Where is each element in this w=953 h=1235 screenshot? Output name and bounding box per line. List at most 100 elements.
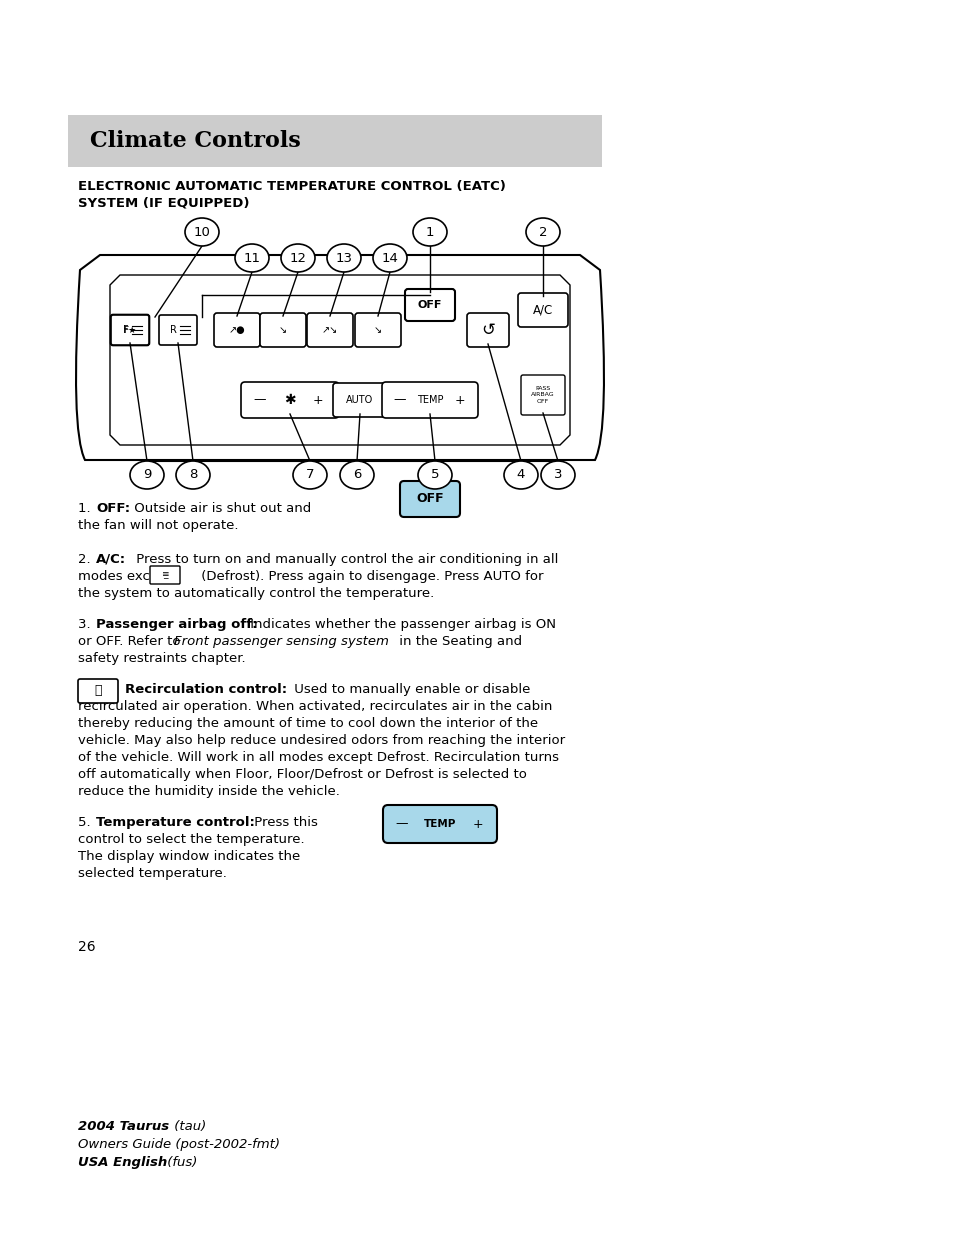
FancyBboxPatch shape [382, 805, 497, 844]
PathPatch shape [76, 254, 603, 459]
Text: Owners Guide (post-2002-fmt): Owners Guide (post-2002-fmt) [78, 1137, 280, 1151]
Text: (tau): (tau) [170, 1120, 206, 1132]
FancyBboxPatch shape [405, 289, 455, 321]
Ellipse shape [293, 461, 327, 489]
Text: in the Seating and: in the Seating and [395, 635, 521, 648]
Ellipse shape [413, 219, 447, 246]
Text: OFF:: OFF: [96, 501, 130, 515]
Text: ↘: ↘ [374, 325, 381, 335]
Text: Recirculation control:: Recirculation control: [125, 683, 287, 697]
Text: ➰: ➰ [94, 684, 102, 698]
Text: +: + [455, 394, 465, 406]
Text: Outside air is shut out and: Outside air is shut out and [130, 501, 311, 515]
Ellipse shape [503, 461, 537, 489]
Text: Climate Controls: Climate Controls [90, 130, 300, 152]
Text: 1: 1 [425, 226, 434, 238]
FancyBboxPatch shape [111, 315, 149, 345]
Ellipse shape [417, 461, 452, 489]
Text: A/C:: A/C: [96, 553, 126, 566]
Text: TEMP: TEMP [416, 395, 443, 405]
Text: 1.: 1. [78, 501, 94, 515]
Text: ≡̲: ≡̲ [161, 571, 169, 579]
Text: The display window indicates the: The display window indicates the [78, 850, 300, 863]
Text: recirculated air operation. When activated, recirculates air in the cabin: recirculated air operation. When activat… [78, 700, 552, 713]
Text: ↗↘: ↗↘ [321, 325, 337, 335]
Text: the fan will not operate.: the fan will not operate. [78, 519, 238, 532]
FancyBboxPatch shape [78, 679, 118, 703]
Text: TEMP: TEMP [423, 819, 456, 829]
Text: ↘: ↘ [278, 325, 287, 335]
Text: ELECTRONIC AUTOMATIC TEMPERATURE CONTROL (EATC): ELECTRONIC AUTOMATIC TEMPERATURE CONTROL… [78, 180, 505, 193]
Text: 26: 26 [78, 940, 95, 953]
Text: vehicle. May also help reduce undesired odors from reaching the interior: vehicle. May also help reduce undesired … [78, 734, 564, 747]
FancyBboxPatch shape [111, 315, 150, 346]
Text: Press to turn on and manually control the air conditioning in all: Press to turn on and manually control th… [132, 553, 558, 566]
Ellipse shape [339, 461, 374, 489]
Ellipse shape [327, 245, 360, 272]
Ellipse shape [281, 245, 314, 272]
Text: 3.: 3. [78, 618, 94, 631]
Text: 5.: 5. [78, 816, 94, 829]
Text: the system to automatically control the temperature.: the system to automatically control the … [78, 587, 434, 600]
Text: (Defrost). Press again to disengage. Press AUTO for: (Defrost). Press again to disengage. Pre… [196, 571, 543, 583]
Text: Used to manually enable or disable: Used to manually enable or disable [290, 683, 530, 697]
Text: off automatically when Floor, Floor/Defrost or Defrost is selected to: off automatically when Floor, Floor/Defr… [78, 768, 526, 781]
Text: Front passenger sensing system: Front passenger sensing system [173, 635, 389, 648]
Text: Passenger airbag off:: Passenger airbag off: [96, 618, 257, 631]
Text: Press this: Press this [250, 816, 317, 829]
Text: 10: 10 [193, 226, 211, 238]
Ellipse shape [373, 245, 407, 272]
Text: R: R [170, 325, 176, 335]
Ellipse shape [175, 461, 210, 489]
Text: 5: 5 [431, 468, 438, 482]
Text: +: + [313, 394, 323, 406]
FancyBboxPatch shape [159, 315, 196, 345]
FancyBboxPatch shape [241, 382, 338, 417]
Text: ✱: ✱ [284, 393, 295, 408]
FancyBboxPatch shape [467, 312, 509, 347]
Text: F: F [123, 325, 129, 335]
Text: 12: 12 [289, 252, 306, 264]
Text: Temperature control:: Temperature control: [96, 816, 254, 829]
Text: AUTO: AUTO [346, 395, 374, 405]
FancyBboxPatch shape [68, 115, 601, 167]
FancyBboxPatch shape [213, 312, 260, 347]
Text: reduce the humidity inside the vehicle.: reduce the humidity inside the vehicle. [78, 785, 339, 798]
Text: 6: 6 [353, 468, 361, 482]
Text: 2004 Taurus: 2004 Taurus [78, 1120, 169, 1132]
FancyBboxPatch shape [150, 566, 180, 584]
Text: ↺: ↺ [480, 321, 495, 338]
Text: thereby reducing the amount of time to cool down the interior of the: thereby reducing the amount of time to c… [78, 718, 537, 730]
Ellipse shape [525, 219, 559, 246]
FancyBboxPatch shape [520, 375, 564, 415]
Text: safety restraints chapter.: safety restraints chapter. [78, 652, 245, 664]
Text: 2.: 2. [78, 553, 94, 566]
Text: 14: 14 [381, 252, 398, 264]
Text: SYSTEM (IF EQUIPPED): SYSTEM (IF EQUIPPED) [78, 198, 250, 210]
FancyBboxPatch shape [517, 293, 567, 327]
Text: control to select the temperature.: control to select the temperature. [78, 832, 304, 846]
Text: —: — [253, 394, 266, 406]
FancyBboxPatch shape [260, 312, 306, 347]
Text: USA English: USA English [78, 1156, 167, 1170]
Text: 8: 8 [189, 468, 197, 482]
Text: OFF: OFF [417, 300, 442, 310]
Text: F★: F★ [123, 326, 136, 335]
Text: A/C: A/C [533, 304, 553, 316]
Text: modes except: modes except [78, 571, 172, 583]
Text: ↗●: ↗● [229, 325, 245, 335]
FancyBboxPatch shape [399, 480, 459, 517]
Ellipse shape [130, 461, 164, 489]
Text: 4.: 4. [78, 683, 94, 697]
Text: 9: 9 [143, 468, 151, 482]
FancyBboxPatch shape [355, 312, 400, 347]
Text: 7: 7 [305, 468, 314, 482]
Text: 3: 3 [553, 468, 561, 482]
Text: +: + [472, 818, 483, 830]
FancyBboxPatch shape [381, 382, 477, 417]
Text: —: — [395, 818, 408, 830]
Text: 2: 2 [538, 226, 547, 238]
Text: 13: 13 [335, 252, 352, 264]
FancyBboxPatch shape [307, 312, 353, 347]
Text: or OFF. Refer to: or OFF. Refer to [78, 635, 185, 648]
